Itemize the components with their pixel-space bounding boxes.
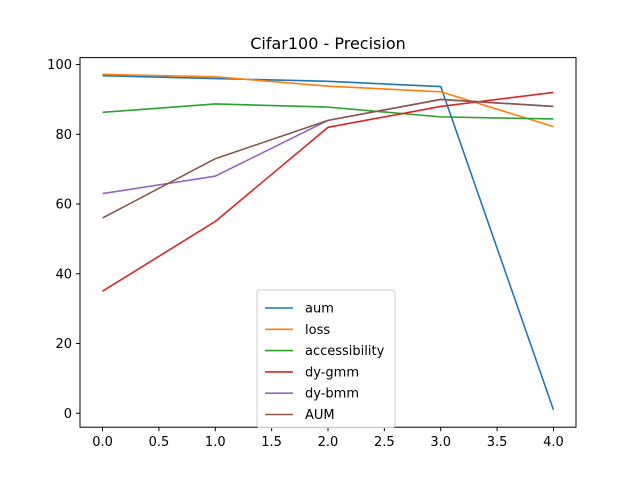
legend-label: accessibility bbox=[305, 344, 385, 359]
legend-label: aum bbox=[305, 302, 334, 317]
series-line-aum bbox=[102, 98, 554, 219]
legend-label: dy-bmm bbox=[305, 387, 359, 402]
x-tick-label: 4.0 bbox=[543, 435, 564, 450]
x-tick-label: 3.0 bbox=[430, 435, 451, 450]
x-tick-label: 0.5 bbox=[149, 435, 170, 450]
series-line-aum bbox=[102, 74, 555, 411]
legend-label: AUM bbox=[305, 408, 335, 423]
y-tick-label: 20 bbox=[55, 337, 72, 352]
y-tick-label: 80 bbox=[55, 128, 72, 143]
x-tick-label: 1.0 bbox=[205, 435, 226, 450]
x-tick-label: 3.5 bbox=[487, 435, 508, 450]
x-tick-label: 0.0 bbox=[92, 435, 113, 450]
y-tick-label: 60 bbox=[55, 198, 72, 213]
chart-title: Cifar100 - Precision bbox=[250, 34, 406, 53]
plot-lines bbox=[102, 73, 555, 411]
x-tick-label: 2.0 bbox=[318, 435, 339, 450]
x-axis: 0.0 0.5 1.0 1.5 2.0 2.5 3.0 3.5 4.0 bbox=[92, 427, 564, 450]
legend: aum loss accessibility dy-gmm dy-bmm AUM bbox=[256, 289, 396, 429]
x-tick-label: 2.5 bbox=[374, 435, 395, 450]
x-tick-label: 1.5 bbox=[261, 435, 282, 450]
y-tick-label: 40 bbox=[55, 267, 72, 282]
series-line-loss bbox=[102, 73, 554, 128]
y-tick-label: 0 bbox=[64, 407, 72, 422]
legend-label: loss bbox=[305, 323, 330, 338]
y-axis: 0 20 40 60 80 100 bbox=[47, 58, 80, 422]
series-line-accessibility bbox=[102, 103, 554, 120]
legend-label: dy-gmm bbox=[305, 365, 359, 380]
y-tick-label: 100 bbox=[47, 58, 72, 73]
